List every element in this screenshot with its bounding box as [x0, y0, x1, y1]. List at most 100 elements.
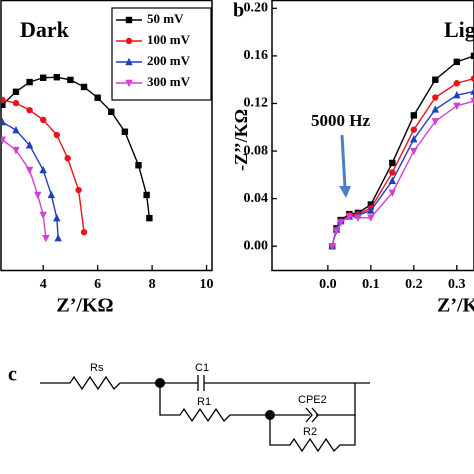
marker: [410, 147, 418, 156]
marker: [80, 229, 88, 236]
y-tick-label: 0.12: [244, 96, 269, 111]
wire: [269, 415, 356, 453]
legend-label: 300 mV: [147, 74, 191, 89]
marker: [388, 189, 397, 197]
marker: [354, 214, 362, 222]
marker: [53, 131, 61, 139]
circuit: c Rs C1 R1 CPE2 R2: [8, 362, 370, 453]
legend-label: 200 mV: [147, 53, 191, 68]
marker: [410, 134, 418, 143]
marker: [12, 99, 20, 107]
marker: [125, 79, 133, 88]
marker: [53, 213, 61, 222]
x-tick-label: 6: [94, 277, 101, 292]
x-axis-label: Z’/KΩ: [437, 295, 474, 317]
marker: [39, 211, 47, 220]
node: [265, 410, 275, 420]
x-axis-label: Z’/KΩ: [56, 295, 113, 317]
arrow-head: [339, 186, 351, 198]
marker: [125, 57, 133, 66]
panel-label: b: [233, 0, 244, 22]
x-tick-label: 0.1: [362, 277, 380, 292]
marker: [1, 117, 7, 126]
marker: [34, 191, 42, 200]
x-tick-label: 0.3: [448, 277, 466, 292]
marker: [431, 118, 440, 126]
label: R1: [197, 396, 211, 408]
label: CPE2: [298, 394, 327, 406]
marker: [470, 52, 474, 60]
marker: [146, 214, 153, 222]
node: [155, 378, 165, 388]
marker: [26, 106, 33, 114]
y-tick-label: 0.16: [244, 48, 269, 63]
plot-area: [1, 74, 153, 243]
label: R2: [303, 426, 317, 438]
marker: [64, 155, 71, 162]
marker: [1, 101, 6, 108]
marker: [121, 128, 129, 135]
marker: [337, 219, 345, 227]
arrow: [340, 134, 347, 189]
marker: [25, 166, 34, 175]
marker: [143, 191, 150, 199]
marker: [12, 125, 20, 134]
label: Rs: [90, 362, 104, 374]
plot-area: [328, 52, 474, 251]
y-axis-label: -Z’’/KΩ: [231, 109, 251, 171]
y-tick-label: 0.00: [244, 238, 269, 253]
marker: [470, 75, 474, 82]
marker: [125, 16, 133, 24]
marker: [26, 78, 33, 86]
marker: [40, 116, 47, 124]
marker: [453, 90, 461, 99]
marker: [332, 227, 341, 235]
marker: [453, 58, 461, 66]
marker: [389, 159, 396, 167]
y-tick-label: 0.20: [244, 1, 269, 16]
chart-title: Light: [444, 17, 474, 42]
marker: [54, 233, 62, 242]
legend-label: 50 mV: [147, 11, 184, 26]
x-tick-label: 4: [40, 277, 47, 292]
marker: [53, 74, 61, 81]
plot-frame: [271, 0, 474, 272]
marker: [135, 162, 142, 169]
marker: [345, 213, 354, 221]
x-tick-label: 0.2: [405, 277, 423, 292]
label: C1: [195, 362, 209, 374]
marker: [389, 169, 396, 176]
marker: [75, 186, 82, 194]
marker: [40, 74, 47, 81]
marker: [125, 37, 133, 45]
marker: [94, 94, 101, 101]
marker: [367, 201, 375, 208]
marker: [470, 87, 474, 95]
y-tick-label: 0.08: [244, 143, 269, 158]
marker: [47, 190, 56, 199]
marker: [25, 141, 34, 149]
x-tick-label: 10: [200, 277, 214, 292]
marker: [410, 126, 418, 133]
legend: 50 mV 100 mV 200 mV 300 mV: [111, 7, 212, 101]
marker: [470, 97, 474, 106]
marker: [67, 76, 74, 84]
marker: [367, 206, 375, 214]
marker: [388, 176, 397, 184]
legend-label: 100 mV: [147, 32, 191, 47]
y-tick-label: 0.04: [244, 191, 269, 206]
cpe: [305, 407, 319, 423]
marker: [108, 108, 115, 115]
marker: [1, 96, 6, 104]
marker: [42, 234, 50, 243]
marker: [453, 80, 461, 87]
marker: [432, 94, 439, 101]
wire: [40, 375, 370, 391]
panel-label: c: [8, 364, 17, 386]
marker: [367, 214, 375, 222]
annotation: 5000 Hz: [311, 111, 370, 130]
marker: [431, 105, 440, 113]
plot-frame: [0, 0, 213, 272]
